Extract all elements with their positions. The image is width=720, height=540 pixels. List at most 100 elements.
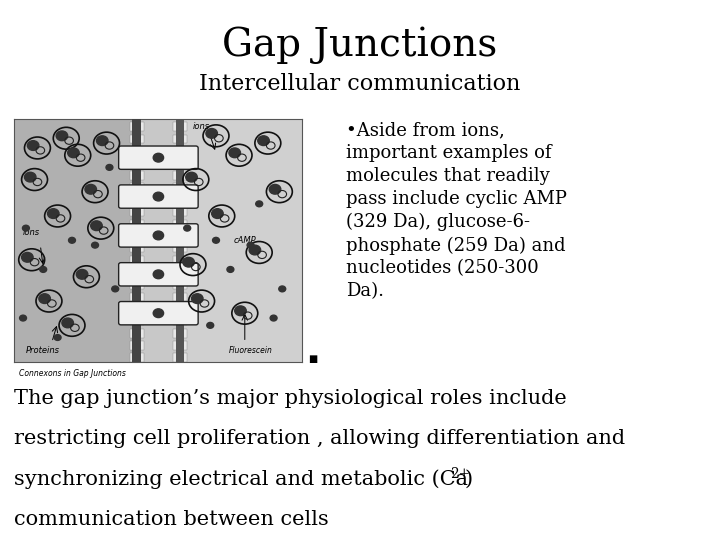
Circle shape: [22, 225, 30, 231]
Text: cAMP: cAMP: [233, 236, 256, 245]
Bar: [130, 220, 144, 228]
Bar: [173, 305, 187, 313]
Bar: [173, 207, 187, 216]
Circle shape: [153, 153, 163, 162]
Text: •Aside from ions,
important examples of
molecules that readily
pass include cycl: •Aside from ions, important examples of …: [346, 122, 567, 300]
Bar: [173, 183, 187, 192]
Bar: [173, 171, 187, 179]
Bar: [130, 171, 144, 179]
Text: ■: ■: [309, 354, 318, 364]
Circle shape: [229, 148, 240, 158]
Circle shape: [186, 172, 197, 182]
Circle shape: [192, 294, 203, 303]
Circle shape: [270, 315, 277, 321]
Bar: [173, 280, 187, 289]
Circle shape: [207, 322, 214, 328]
FancyBboxPatch shape: [119, 262, 198, 286]
Circle shape: [40, 267, 47, 272]
Circle shape: [227, 267, 234, 272]
Text: Connexons in Gap Junctions: Connexons in Gap Junctions: [19, 369, 125, 379]
Circle shape: [183, 258, 194, 267]
Bar: [130, 195, 144, 204]
Bar: [130, 183, 144, 192]
Circle shape: [112, 286, 119, 292]
Bar: [130, 305, 144, 313]
Text: Intercellular communication: Intercellular communication: [199, 73, 521, 95]
Circle shape: [24, 172, 36, 182]
Circle shape: [76, 269, 88, 279]
Bar: [173, 159, 187, 167]
Bar: [14, 119, 135, 362]
Circle shape: [258, 136, 269, 146]
Bar: [130, 244, 144, 252]
Bar: [130, 268, 144, 276]
Bar: [173, 317, 187, 325]
Circle shape: [279, 286, 286, 292]
Bar: [130, 207, 144, 216]
Text: Gap Junctions: Gap Junctions: [222, 27, 498, 64]
Text: communication between cells: communication between cells: [14, 510, 329, 529]
Circle shape: [235, 306, 246, 315]
Bar: [181, 119, 302, 362]
Circle shape: [96, 136, 108, 146]
Bar: [130, 341, 144, 350]
Circle shape: [91, 221, 102, 231]
FancyBboxPatch shape: [119, 146, 198, 170]
Bar: [130, 329, 144, 338]
Circle shape: [206, 129, 217, 138]
Circle shape: [256, 201, 263, 207]
Text: restricting cell proliferation , allowing differentiation and: restricting cell proliferation , allowin…: [14, 429, 626, 448]
Text: The gap junction’s major physiological roles include: The gap junction’s major physiological r…: [14, 389, 567, 408]
Circle shape: [48, 209, 59, 219]
Text: ): ): [464, 470, 472, 489]
FancyBboxPatch shape: [119, 301, 198, 325]
Bar: [130, 147, 144, 156]
Circle shape: [54, 335, 61, 340]
Circle shape: [56, 131, 68, 141]
Bar: [132, 119, 141, 362]
Bar: [173, 341, 187, 350]
Circle shape: [91, 242, 99, 248]
Text: ions: ions: [23, 228, 40, 238]
Bar: [173, 195, 187, 204]
Circle shape: [153, 309, 163, 318]
Circle shape: [39, 294, 50, 303]
Bar: [173, 134, 187, 143]
Text: 2+: 2+: [450, 467, 470, 481]
Circle shape: [19, 315, 27, 321]
Circle shape: [22, 252, 33, 262]
Circle shape: [212, 238, 220, 243]
Bar: [130, 123, 144, 131]
Text: Proteins: Proteins: [26, 346, 60, 355]
Circle shape: [247, 242, 254, 248]
Circle shape: [269, 184, 281, 194]
Bar: [173, 244, 187, 252]
Bar: [173, 353, 187, 362]
Circle shape: [153, 192, 163, 201]
Circle shape: [68, 238, 76, 243]
Bar: [173, 256, 187, 265]
Bar: [176, 119, 184, 362]
Circle shape: [85, 184, 96, 194]
Bar: [173, 232, 187, 240]
FancyBboxPatch shape: [119, 185, 198, 208]
Circle shape: [62, 318, 73, 328]
Text: ions: ions: [193, 122, 210, 131]
Bar: [130, 256, 144, 265]
Circle shape: [153, 270, 163, 279]
FancyBboxPatch shape: [119, 224, 198, 247]
Bar: [130, 317, 144, 325]
Bar: [130, 353, 144, 362]
Bar: [130, 280, 144, 289]
Bar: [130, 232, 144, 240]
Bar: [130, 134, 144, 143]
Circle shape: [68, 148, 79, 158]
Text: Fluorescein: Fluorescein: [229, 346, 272, 355]
Circle shape: [106, 165, 113, 170]
Circle shape: [249, 245, 261, 255]
Bar: [173, 220, 187, 228]
Bar: [130, 293, 144, 301]
Text: synchronizing electrical and metabolic (Ca: synchronizing electrical and metabolic (…: [14, 470, 469, 489]
Circle shape: [184, 225, 191, 231]
Bar: [173, 147, 187, 156]
